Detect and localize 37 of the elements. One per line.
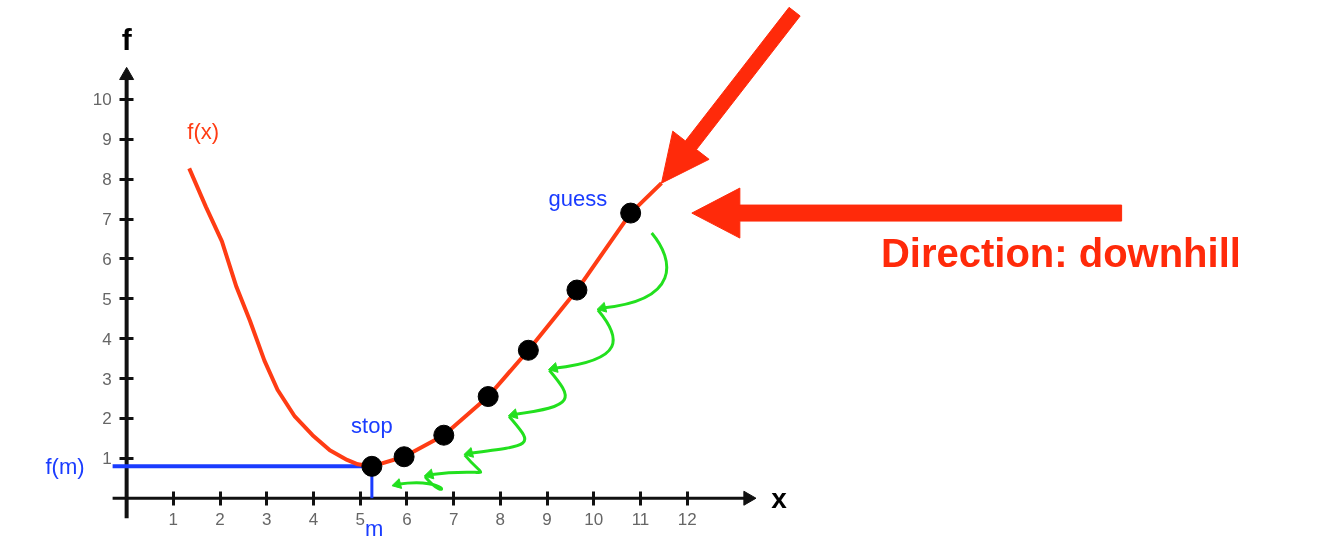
point bbox=[361, 455, 383, 477]
x-tick-label: 4 bbox=[308, 510, 319, 530]
y-tick-label: 5 bbox=[102, 289, 112, 309]
x-tick-label: 10 bbox=[584, 510, 604, 530]
x-tick-label: 12 bbox=[677, 510, 697, 530]
point bbox=[477, 386, 499, 408]
y-tick-label: 8 bbox=[102, 170, 112, 190]
point bbox=[566, 279, 588, 301]
y-tick-label: 10 bbox=[92, 90, 112, 110]
point bbox=[393, 446, 415, 468]
text: Direction: downhill bbox=[880, 230, 1241, 275]
x-tick-label: 8 bbox=[495, 510, 506, 530]
x-tick-label: 5 bbox=[355, 510, 365, 530]
y-tick-label: 9 bbox=[102, 130, 112, 150]
annotation: guess bbox=[548, 186, 608, 212]
annotation: stop bbox=[351, 413, 393, 439]
x-tick-label: 11 bbox=[631, 510, 650, 530]
series-label: f(x) bbox=[187, 119, 220, 145]
ref-line-label: m bbox=[365, 516, 384, 542]
y-axis-title: f bbox=[121, 22, 133, 56]
x-tick-label: 3 bbox=[262, 510, 272, 530]
y-tick-label: 3 bbox=[102, 369, 112, 389]
x-tick-label: 7 bbox=[448, 510, 459, 530]
y-tick-label: 1 bbox=[102, 449, 112, 469]
y-tick-label: 2 bbox=[102, 409, 112, 429]
y-tick-label: 4 bbox=[102, 329, 112, 349]
y-tick-label: 6 bbox=[102, 249, 112, 269]
point bbox=[620, 202, 642, 224]
x-tick-label: 1 bbox=[168, 510, 179, 530]
ref-line-label: f(m) bbox=[45, 453, 85, 479]
point bbox=[517, 339, 539, 361]
x-tick-label: 2 bbox=[215, 510, 225, 530]
x-tick-label: 6 bbox=[402, 510, 412, 530]
point bbox=[433, 424, 455, 446]
y-tick-label: 7 bbox=[102, 210, 112, 230]
x-axis-title: x bbox=[771, 482, 788, 514]
x-tick-label: 9 bbox=[542, 510, 552, 530]
